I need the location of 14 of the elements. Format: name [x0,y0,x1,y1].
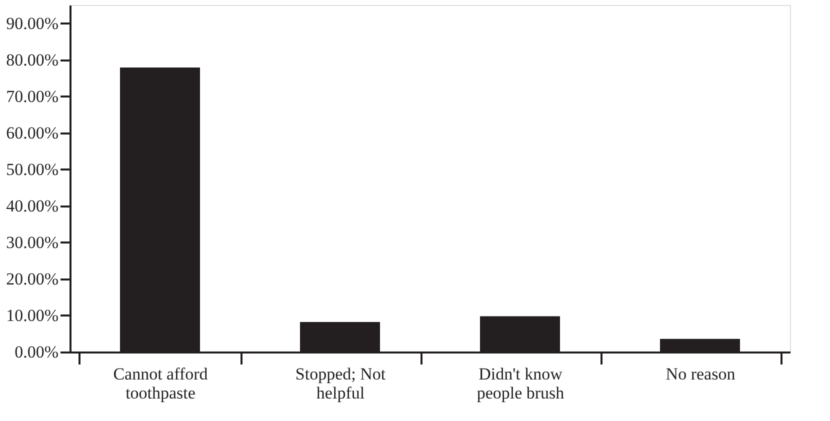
x-tick-label: No reason [666,364,736,384]
y-tick-label: 80.00% [6,50,58,70]
y-tick-label: 40.00% [6,196,58,216]
y-tick-label: 60.00% [6,123,58,142]
y-tick-label: 20.00% [6,269,58,288]
y-tick-label: 70.00% [6,86,58,106]
x-tick-label: Didn't know people brush [476,364,565,402]
x-tick-label: Stopped; Not helpful [295,364,386,402]
y-tick-label: 50.00% [6,160,58,179]
y-tick-label: 90.00% [6,14,58,33]
y-tick-label: 0.00% [14,342,58,362]
y-tick-label: 30.00% [6,232,58,252]
x-tick-label: Cannot afford toothpaste [113,364,208,402]
y-tick-label: 10.00% [6,306,58,325]
